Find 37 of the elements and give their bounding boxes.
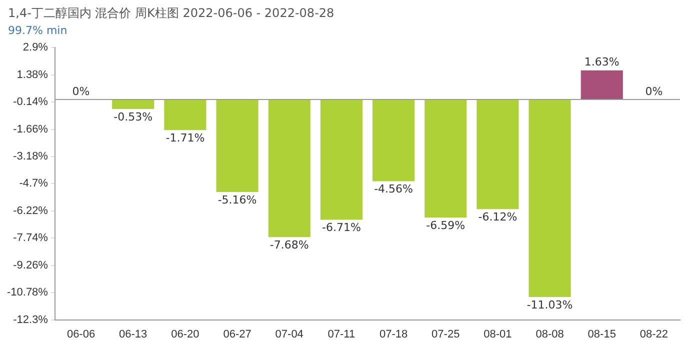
y-tick-label: -12.3%: [13, 314, 48, 326]
x-tick-label: 08-22: [640, 328, 668, 340]
y-tick-label: 1.38%: [16, 68, 48, 81]
data-label: -11.03%: [526, 298, 573, 312]
data-label: 1.63%: [584, 56, 620, 69]
x-tick-label: 07-18: [379, 328, 408, 340]
x-tick-label: 07-11: [328, 328, 356, 340]
data-label: -6.12%: [478, 210, 518, 224]
data-label: -0.53%: [114, 110, 153, 124]
y-tick-label: -7.74%: [13, 232, 48, 244]
y-tick-label: -9.26%: [13, 259, 48, 272]
y-tick-label: -1.66%: [13, 123, 48, 136]
x-tick-label: 06-13: [119, 328, 148, 340]
x-tick-label: 06-06: [66, 328, 96, 340]
y-tick-label: -3.18%: [13, 150, 48, 163]
data-label: 0%: [72, 84, 90, 98]
x-tick-label: 06-27: [223, 328, 252, 340]
y-tick-label: -4.7%: [19, 178, 48, 190]
data-label: -6.59%: [426, 218, 466, 232]
data-label: -1.71%: [166, 132, 205, 145]
x-tick-label: 06-20: [171, 328, 200, 340]
y-tick-label: 2.9%: [22, 42, 48, 54]
x-tick-label: 08-08: [536, 328, 564, 340]
x-tick-label: 08-01: [484, 328, 512, 340]
y-tick-label: -6.22%: [13, 204, 48, 217]
data-label: 0%: [645, 84, 663, 98]
data-label: -5.16%: [218, 193, 257, 206]
y-tick-label: -0.14%: [13, 96, 48, 108]
chart-title: 1,4-丁二醇国内 混合价 周K柱图 2022-06-06 - 2022-08-28: [8, 5, 334, 22]
chart-subtitle: 99.7% min: [8, 24, 68, 37]
x-tick-label: 07-04: [275, 328, 304, 340]
data-label: -7.68%: [270, 238, 309, 252]
x-tick-label: 07-25: [432, 328, 460, 340]
data-label: -6.71%: [322, 221, 361, 234]
y-tick-label: -10.78%: [6, 286, 48, 299]
x-tick-label: 08-15: [588, 328, 616, 340]
data-label: -4.56%: [374, 182, 413, 196]
